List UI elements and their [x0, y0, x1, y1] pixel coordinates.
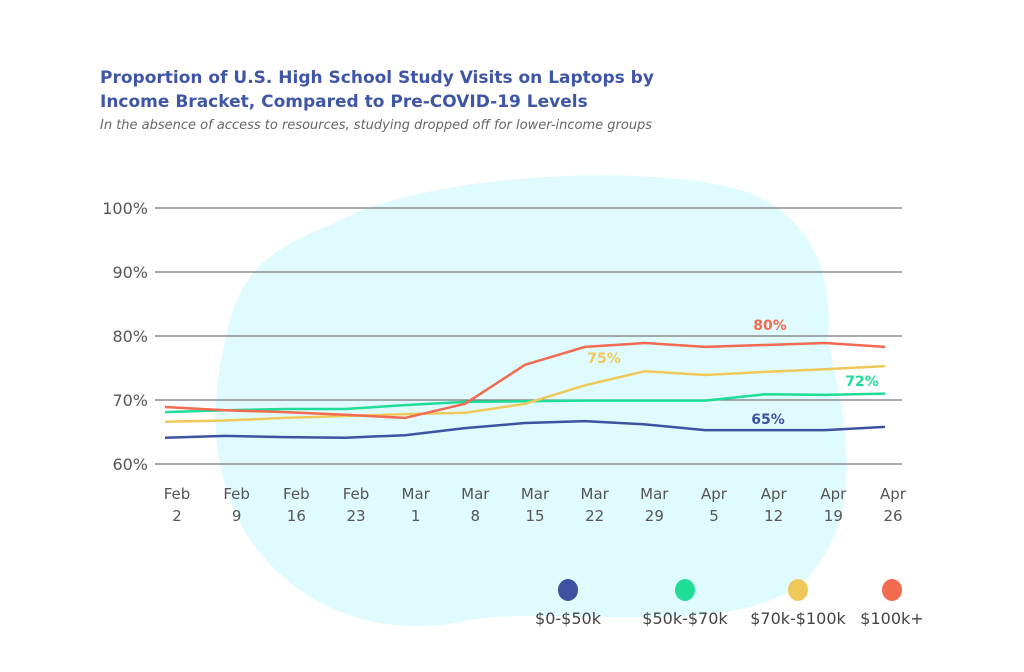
legend-swatch — [558, 579, 578, 601]
y-tick-label: 60% — [112, 455, 148, 474]
x-tick-label: Apr 5 — [701, 485, 728, 525]
x-tick-label: Apr 12 — [761, 485, 788, 525]
legend-label: $100k+ — [860, 609, 923, 628]
series-line — [164, 341, 886, 420]
series-annotation: 80% — [753, 318, 787, 334]
chart-title: Proportion of U.S. High School Study Vis… — [100, 68, 654, 112]
y-tick-label: 80% — [112, 327, 148, 346]
legend-label: $50k-$70k — [642, 609, 728, 628]
series-annotation: 72% — [845, 374, 879, 390]
series-annotation: 65% — [751, 412, 785, 428]
series-annotation: 75% — [587, 351, 621, 367]
x-tick-label: Apr 26 — [880, 485, 907, 525]
y-tick-label: 70% — [112, 391, 148, 410]
legend-swatch — [882, 579, 902, 601]
chart-subtitle: In the absence of access to resources, s… — [100, 118, 653, 133]
x-tick-label: Mar 29 — [640, 485, 669, 525]
y-tick-label: 90% — [112, 263, 148, 282]
x-tick-label: Feb 9 — [223, 485, 250, 525]
series-line — [164, 392, 886, 414]
legend-label: $70k-$100k — [750, 609, 846, 628]
series-line — [164, 419, 886, 440]
x-tick-label: Apr 19 — [820, 485, 847, 525]
legend-swatch — [788, 579, 808, 601]
x-tick-label: Mar 15 — [521, 485, 550, 525]
x-tick-label: Feb 16 — [283, 485, 310, 525]
x-tick-label: Mar 8 — [461, 485, 490, 525]
x-tick-label: Mar 1 — [402, 485, 431, 525]
series-line — [164, 364, 886, 424]
x-tick-label: Mar 22 — [581, 485, 610, 525]
legend-swatch — [675, 579, 695, 601]
legend-label: $0-$50k — [535, 609, 602, 628]
x-tick-label: Feb 2 — [164, 485, 191, 525]
y-tick-label: 100% — [102, 199, 148, 218]
x-tick-label: Feb 23 — [343, 485, 370, 525]
